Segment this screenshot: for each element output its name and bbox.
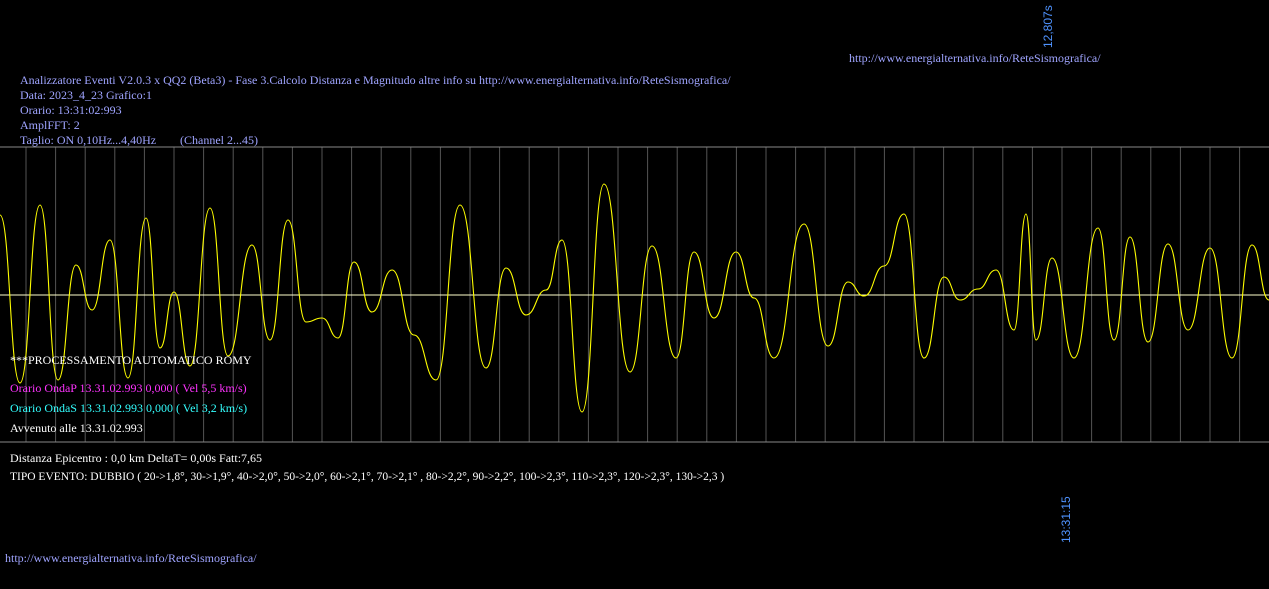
- distance-label: Distanza Epicentro : 0,0 km DeltaT= 0,00…: [10, 451, 263, 465]
- header-channel: (Channel 2...45): [180, 133, 258, 147]
- onda-p-label: Orario OndaP 13.31.02.993 0,000 ( Vel 5,…: [10, 381, 247, 395]
- header-ampl: AmplFFT: 2: [20, 118, 80, 132]
- avvenuto-label: Avvenuto alle 13.31.02.993: [10, 421, 143, 435]
- header-date: Data: 2023_4_23 Grafico:1: [20, 88, 152, 102]
- top-time-mark: 12,807s: [1041, 5, 1055, 48]
- bottom-url-link[interactable]: http://www.energialternativa.info/ReteSi…: [5, 551, 257, 565]
- event-type-label: TIPO EVENTO: DUBBIO ( 20->1,8°, 30->1,9°…: [10, 471, 725, 483]
- top-url-link[interactable]: http://www.energialternativa.info/ReteSi…: [849, 51, 1101, 65]
- seismic-waveform: [0, 183, 1269, 413]
- header-filter: Taglio: ON 0,10Hz...4,40Hz: [20, 133, 157, 147]
- header-title: Analizzatore Eventi V2.0.3 x QQ2 (Beta3)…: [20, 73, 731, 87]
- header-time: Orario: 13:31:02:993: [20, 103, 122, 117]
- bottom-time-mark: 13:31:15: [1059, 496, 1073, 543]
- processing-label: ***PROCESSAMENTO AUTOMATICO ROMY: [10, 353, 252, 367]
- onda-s-label: Orario OndaS 13.31.02.993 0,000 ( Vel 3,…: [10, 401, 248, 415]
